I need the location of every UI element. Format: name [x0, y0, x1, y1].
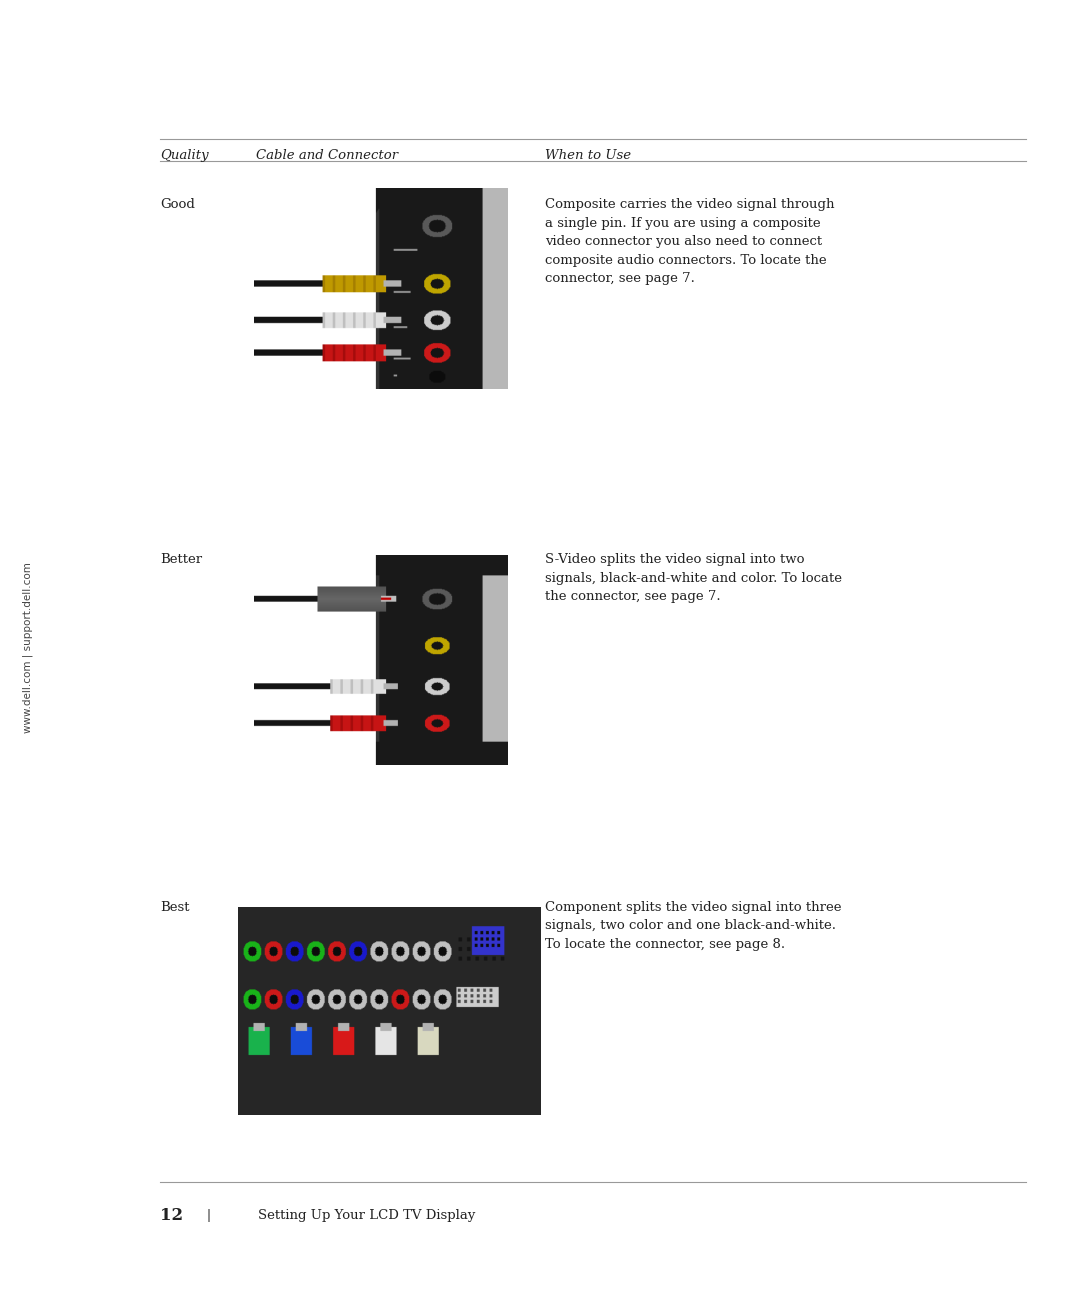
Text: Better: Better	[160, 553, 202, 566]
Text: 12: 12	[160, 1207, 183, 1225]
Text: |: |	[194, 1209, 212, 1222]
Text: Quality: Quality	[160, 149, 208, 162]
Text: Composite carries the video signal through
a single pin. If you are using a comp: Composite carries the video signal throu…	[545, 198, 835, 285]
Text: Component splits the video signal into three
signals, two color and one black-an: Component splits the video signal into t…	[545, 901, 842, 951]
Text: Good: Good	[160, 198, 194, 211]
Text: S-Video splits the video signal into two
signals, black-and-white and color. To : S-Video splits the video signal into two…	[545, 553, 842, 604]
Text: Setting Up Your LCD TV Display: Setting Up Your LCD TV Display	[241, 1209, 475, 1222]
Text: Best: Best	[160, 901, 189, 914]
Text: www.dell.com | support.dell.com: www.dell.com | support.dell.com	[23, 562, 33, 734]
Text: When to Use: When to Use	[545, 149, 632, 162]
Text: Cable and Connector: Cable and Connector	[256, 149, 399, 162]
